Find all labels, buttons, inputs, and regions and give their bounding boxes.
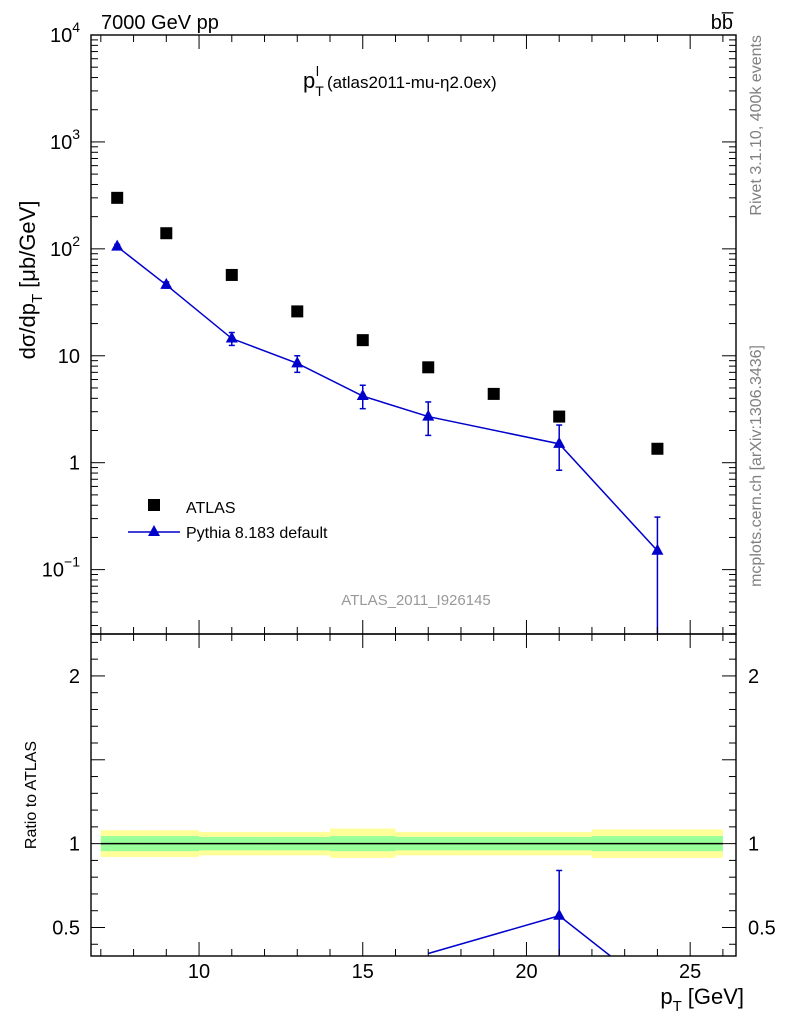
ratio-panel: 0.5 0.5 1 1 2 2 10 15 20 25 Ratio to ATLAS pT [GeV… (23, 633, 776, 1015)
ratio-y-tick-label: 0.5 (52, 917, 80, 939)
main-y-tick-label: 103 (50, 126, 80, 154)
main-y-tick-label: 1 (69, 453, 80, 475)
x-axis-label: pT [GeV] (660, 984, 744, 1015)
data-point-pythia (111, 239, 124, 251)
source-label: mcplots.cern.ch [arXiv:1306.3436] (748, 345, 765, 587)
ratio-point-pythia (553, 908, 566, 920)
plot-title: pTl(atlas2011-mu-η2.0ex) (303, 63, 497, 99)
data-point-atlas (291, 305, 304, 318)
main-y-axis-label: dσ/dpT[μb/GeV] (15, 201, 46, 360)
ratio-frame (90, 633, 737, 957)
ratio-y-axis-label: Ratio to ATLAS (23, 741, 40, 849)
data-point-atlas (553, 410, 566, 423)
ratio-y-tick-label-right: 1 (748, 834, 759, 856)
main-y-tick-label: 102 (50, 233, 80, 261)
data-point-pythia (291, 356, 304, 368)
main-frame (90, 34, 737, 635)
data-point-atlas (651, 442, 664, 455)
data-point-atlas (225, 268, 238, 281)
data-point-pythia (225, 331, 238, 343)
legend-marker-atlas (148, 499, 160, 511)
legend-label-pythia: Pythia 8.183 default (186, 525, 328, 542)
ratio-line-pythia (428, 914, 612, 956)
rivet-label: Rivet 3.1.10, 400k events (748, 35, 765, 216)
data-point-atlas (487, 387, 500, 400)
legend-marker-pythia (148, 525, 160, 536)
process-label: bb̅ (711, 11, 734, 34)
data-point-atlas (356, 334, 369, 347)
data-point-pythia (422, 409, 435, 421)
main-y-tick-label: 10−1 (42, 554, 80, 582)
x-tick-label: 20 (515, 961, 537, 983)
x-tick-label: 10 (188, 961, 210, 983)
main-y-tick-label: 10 (58, 346, 80, 368)
data-point-pythia (651, 543, 664, 555)
data-point-atlas (111, 191, 124, 204)
ratio-y-tick-label-right: 2 (748, 666, 759, 688)
data-point-pythia (356, 389, 369, 401)
x-tick-label: 15 (352, 961, 374, 983)
ratio-y-tick-label: 2 (69, 666, 80, 688)
data-point-atlas (160, 227, 173, 240)
series-line-pythia (116, 245, 658, 552)
legend-label-atlas: ATLAS (186, 500, 236, 517)
ratio-y-tick-label: 1 (69, 834, 80, 856)
ratio-y-tick-label-right: 0.5 (748, 917, 776, 939)
data-point-atlas (422, 361, 435, 374)
analysis-label: ATLAS_2011_I926145 (341, 592, 491, 609)
legend: ATLAS Pythia 8.183 default (128, 499, 328, 542)
x-tick-label: 25 (679, 961, 701, 983)
data-point-pythia (553, 436, 566, 448)
main-y-tick-label: 104 (50, 19, 80, 47)
data-point-pythia (160, 277, 173, 289)
energy-label: 7000 GeV pp (101, 12, 219, 34)
